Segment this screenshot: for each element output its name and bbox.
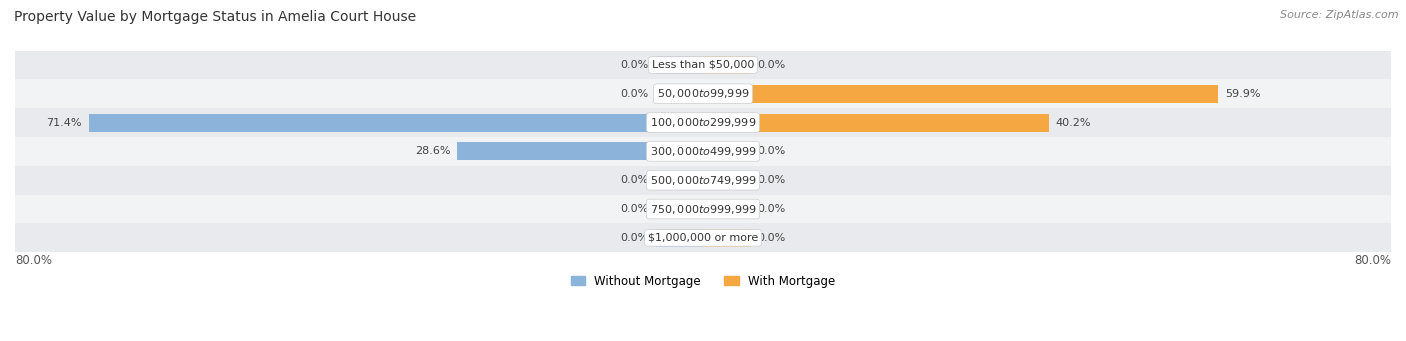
Text: 0.0%: 0.0% bbox=[620, 175, 648, 185]
Text: $500,000 to $749,999: $500,000 to $749,999 bbox=[650, 174, 756, 187]
Bar bbox=[655, 229, 703, 247]
Legend: Without Mortgage, With Mortgage: Without Mortgage, With Mortgage bbox=[567, 270, 839, 293]
Text: 0.0%: 0.0% bbox=[620, 89, 648, 99]
Text: 28.6%: 28.6% bbox=[415, 146, 450, 157]
Text: $100,000 to $299,999: $100,000 to $299,999 bbox=[650, 116, 756, 129]
Bar bbox=[89, 114, 703, 132]
Bar bbox=[15, 223, 1391, 252]
Text: 80.0%: 80.0% bbox=[1354, 254, 1391, 267]
Bar bbox=[15, 137, 1391, 166]
Bar bbox=[15, 50, 1391, 79]
Text: $750,000 to $999,999: $750,000 to $999,999 bbox=[650, 203, 756, 216]
Bar bbox=[703, 85, 1218, 103]
Bar bbox=[15, 195, 1391, 223]
Bar bbox=[703, 143, 751, 160]
Text: 80.0%: 80.0% bbox=[15, 254, 52, 267]
Text: Source: ZipAtlas.com: Source: ZipAtlas.com bbox=[1281, 10, 1399, 20]
Text: Property Value by Mortgage Status in Amelia Court House: Property Value by Mortgage Status in Ame… bbox=[14, 10, 416, 24]
Text: $50,000 to $99,999: $50,000 to $99,999 bbox=[657, 87, 749, 100]
Text: $1,000,000 or more: $1,000,000 or more bbox=[648, 233, 758, 243]
Bar bbox=[703, 200, 751, 218]
Text: 0.0%: 0.0% bbox=[620, 60, 648, 70]
Bar bbox=[15, 79, 1391, 108]
Text: 40.2%: 40.2% bbox=[1056, 118, 1091, 128]
Text: 0.0%: 0.0% bbox=[758, 146, 786, 157]
Text: Less than $50,000: Less than $50,000 bbox=[652, 60, 754, 70]
Text: 0.0%: 0.0% bbox=[758, 204, 786, 214]
Bar bbox=[703, 56, 751, 74]
Text: 0.0%: 0.0% bbox=[620, 204, 648, 214]
Bar bbox=[703, 114, 1049, 132]
Text: 71.4%: 71.4% bbox=[46, 118, 82, 128]
Text: 0.0%: 0.0% bbox=[758, 233, 786, 243]
Bar bbox=[15, 166, 1391, 195]
Bar bbox=[655, 56, 703, 74]
Bar bbox=[655, 171, 703, 189]
Bar bbox=[655, 85, 703, 103]
Bar bbox=[655, 200, 703, 218]
Bar bbox=[703, 229, 751, 247]
Text: $300,000 to $499,999: $300,000 to $499,999 bbox=[650, 145, 756, 158]
Bar bbox=[15, 108, 1391, 137]
Text: 0.0%: 0.0% bbox=[758, 60, 786, 70]
Text: 0.0%: 0.0% bbox=[620, 233, 648, 243]
Bar bbox=[457, 143, 703, 160]
Text: 0.0%: 0.0% bbox=[758, 175, 786, 185]
Text: 59.9%: 59.9% bbox=[1225, 89, 1261, 99]
Bar bbox=[703, 171, 751, 189]
